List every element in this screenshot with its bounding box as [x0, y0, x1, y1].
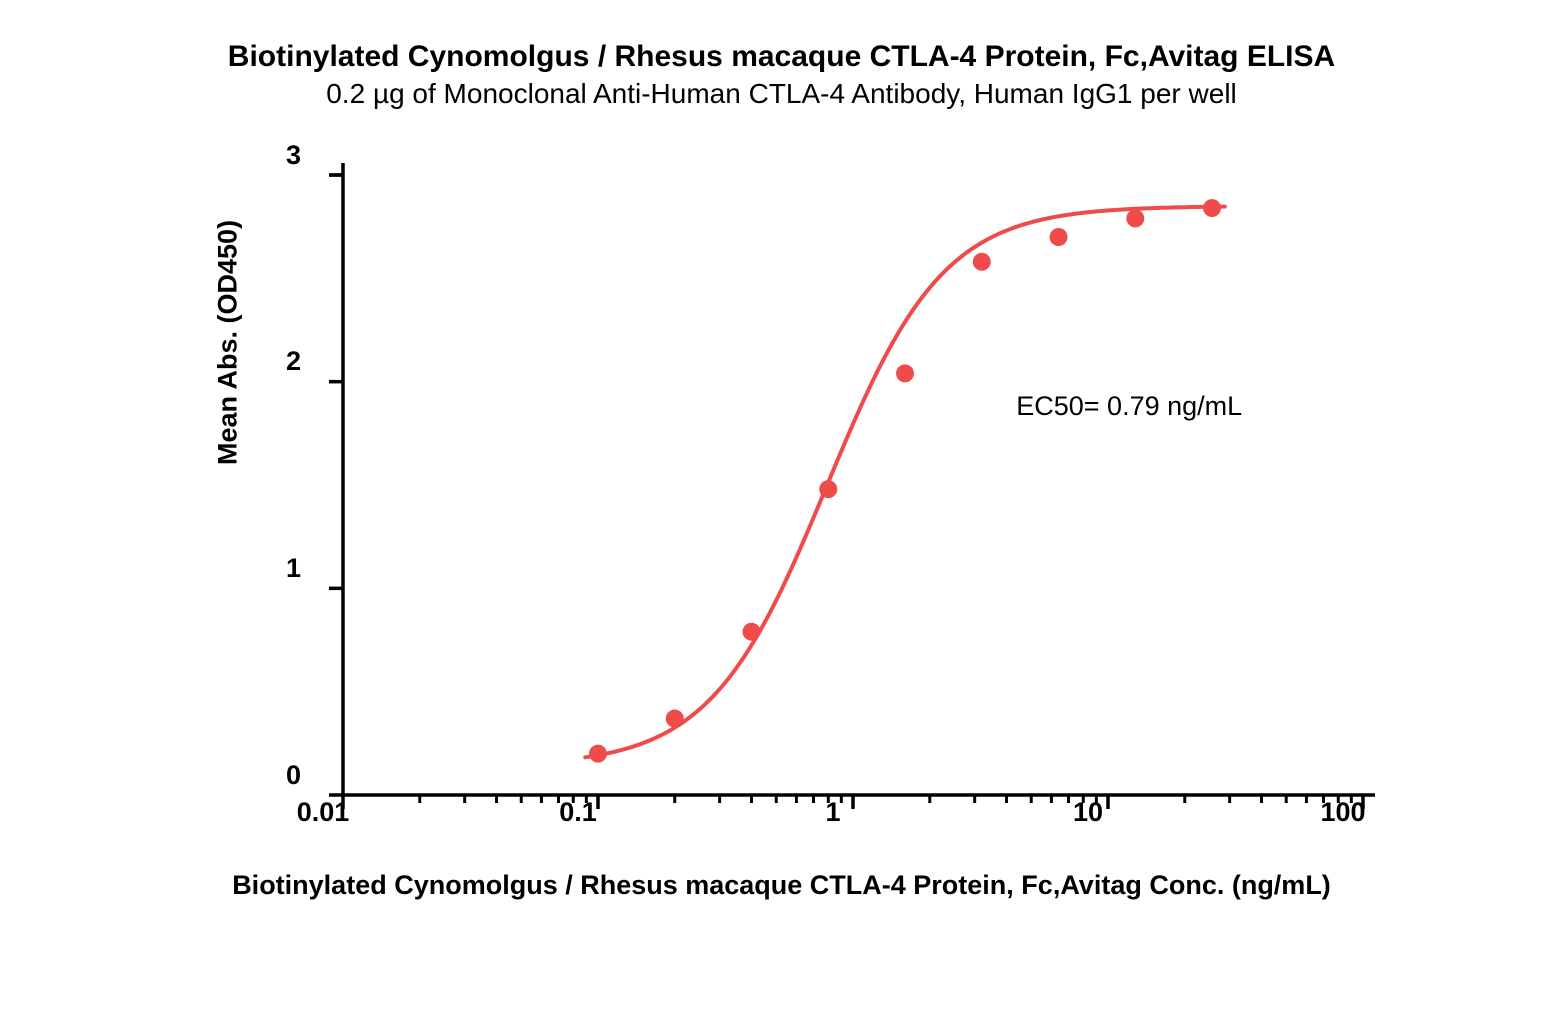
- x-tick-label: 10: [1038, 797, 1138, 828]
- chart-subtitle: 0.2 µg of Monoclonal Anti-Human CTLA-4 A…: [0, 78, 1563, 110]
- x-tick-label: 0.1: [528, 797, 628, 828]
- ec50-annotation: EC50= 0.79 ng/mL: [1016, 391, 1242, 422]
- y-tick-label: 1: [286, 553, 301, 584]
- x-tick-label: 1: [783, 797, 883, 828]
- x-tick-label: 0.01: [273, 797, 373, 828]
- plot-svg: [323, 155, 1383, 815]
- y-tick-label: 2: [286, 346, 301, 377]
- y-tick-label: 3: [286, 140, 301, 171]
- x-tick-label: 100: [1293, 797, 1393, 828]
- y-tick-label: 0: [286, 760, 301, 791]
- plot-area: [323, 155, 1343, 775]
- x-axis-label: Biotinylated Cynomolgus / Rhesus macaque…: [0, 870, 1563, 901]
- page: Biotinylated Cynomolgus / Rhesus macaque…: [0, 0, 1563, 1032]
- chart-title: Biotinylated Cynomolgus / Rhesus macaque…: [0, 40, 1563, 74]
- title-block: Biotinylated Cynomolgus / Rhesus macaque…: [0, 40, 1563, 110]
